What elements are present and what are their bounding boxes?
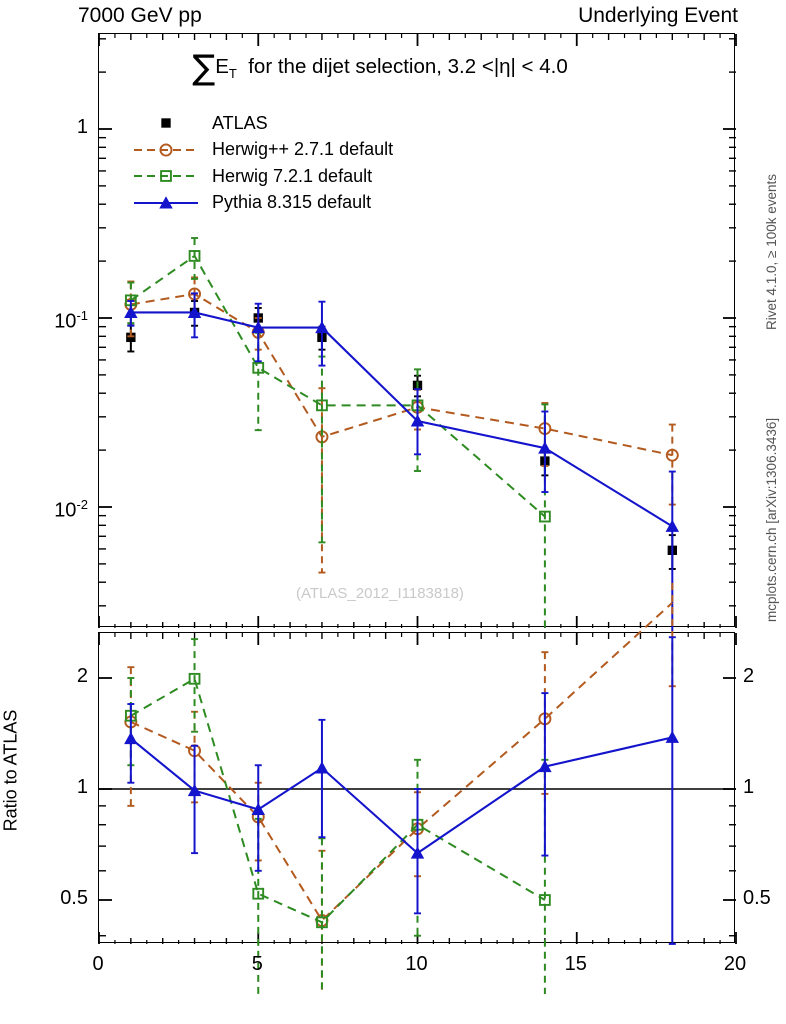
et-symbol: E — [215, 55, 229, 78]
main-marker-3-0 — [124, 305, 138, 318]
ratio-marker-2-0 — [124, 731, 138, 745]
main-series-1 — [124, 276, 679, 574]
et-subscript: T — [228, 66, 237, 82]
rivet-version-caption: Rivet 4.1.0, ≥ 100k events — [764, 174, 779, 330]
main-marker-3-3 — [315, 320, 329, 334]
legend-item-2: Herwig 7.2.1 default — [130, 163, 393, 190]
main-marker-3-6 — [665, 519, 680, 532]
main-marker-3-5 — [538, 441, 552, 454]
main-series-2 — [124, 237, 551, 678]
xtick-label-1: 5 — [251, 953, 263, 975]
xtick-label-3: 15 — [564, 953, 587, 975]
legend-key-herwig7-marker — [160, 170, 172, 183]
legend-key-atlas — [130, 112, 202, 134]
header-left-label: 7000 GeV pp — [78, 4, 202, 27]
main-marker-0-0 — [126, 332, 136, 343]
main-ytick-label-2: 10-2 — [54, 497, 88, 522]
header-right-label: Underlying Event — [578, 4, 738, 27]
ratio-plot-canvas — [98, 583, 737, 994]
main-ytick-label-1: 10-1 — [54, 308, 88, 333]
ratio-marker-2-6 — [665, 730, 680, 743]
header: 7000 GeV pp Underlying Event — [0, 2, 786, 32]
legend-key-herwig7 — [130, 165, 202, 187]
ratio-ytick-label-right-2: 0.5 — [743, 887, 771, 909]
main-marker-3-2 — [251, 320, 265, 334]
legend-label-2: Herwig 7.2.1 default — [212, 165, 373, 186]
ratio-line-1 — [130, 677, 546, 924]
main-plot-panel — [98, 33, 737, 678]
ratio-ytick-label-left-0: 2 — [76, 665, 88, 687]
legend-key-herwigpp-marker — [159, 143, 173, 157]
legend-item-1: Herwig++ 2.7.1 default — [130, 137, 393, 164]
legend: ATLAS Herwig++ 2.7.1 default Herwig 7.2.1 … — [130, 110, 393, 216]
main-line-3 — [130, 311, 673, 528]
main-line-1 — [130, 292, 673, 457]
ratio-marker-1-2 — [252, 887, 265, 900]
xtick-label-4: 20 — [723, 953, 747, 975]
ratio-marker-2-2 — [251, 802, 265, 815]
legend-label-1: Herwig++ 2.7.1 default — [212, 139, 394, 160]
legend-key-pythia-marker — [159, 196, 173, 209]
main-marker-3-4 — [410, 414, 425, 427]
plot-title: ∑ET for the dijet selection, 3.2 <|η| < … — [120, 48, 640, 88]
ratio-marker-2-5 — [538, 759, 552, 773]
ratio-marker-1-5 — [539, 894, 551, 906]
ratio-marker-2-3 — [315, 761, 329, 774]
ratio-axis-label: Ratio to ATLAS — [0, 709, 21, 832]
main-marker-2-1 — [188, 250, 201, 262]
main-marker-2-2 — [252, 361, 265, 374]
ratio-line-2 — [130, 736, 673, 855]
mcplots-caption: mcplots.cern.ch [arXiv:1306.3436] — [764, 417, 779, 622]
legend-key-pythia — [130, 192, 202, 214]
ratio-ytick-label-right-1: 1 — [743, 776, 755, 798]
analysis-id-watermark: (ATLAS_2012_I1183818) — [296, 585, 464, 602]
main-series-0 — [126, 300, 677, 570]
main-plot-canvas — [98, 34, 737, 678]
ratio-ytick-label-left-2: 0.5 — [60, 887, 88, 909]
ratio-ytick-label-right-0: 2 — [743, 665, 755, 687]
ratio-series-2 — [124, 636, 680, 945]
ratio-marker-1-3 — [316, 916, 328, 929]
xtick-label-2: 10 — [405, 953, 428, 975]
legend-label-3: Pythia 8.315 default — [212, 192, 372, 213]
legend-key-herwigpp — [130, 139, 202, 161]
main-line-2 — [130, 254, 546, 518]
main-marker-2-5 — [539, 510, 551, 523]
ratio-ytick-label-left-1: 1 — [76, 776, 88, 798]
ratio-plot-panel — [98, 583, 737, 994]
xtick-label-0: 0 — [92, 953, 104, 975]
main-series-3 — [124, 292, 680, 632]
plot-title-rest: for the dijet selection, 3.2 <|η| < 4.0 — [248, 55, 568, 78]
main-marker-3-1 — [187, 305, 202, 318]
sum-symbol: ∑ — [192, 48, 216, 88]
legend-item-3: Pythia 8.315 default — [130, 190, 393, 217]
main-marker-1-6 — [665, 448, 679, 462]
main-ytick-label-0: 1 — [76, 116, 88, 138]
main-marker-2-3 — [316, 399, 328, 412]
ratio-marker-1-1 — [188, 672, 201, 685]
ratio-marker-2-1 — [187, 783, 202, 797]
legend-label-0: ATLAS — [212, 112, 268, 133]
legend-item-0: ATLAS — [130, 110, 393, 137]
ratio-marker-2-4 — [410, 846, 425, 859]
ratio-line-0 — [130, 601, 673, 923]
legend-key-atlas-marker — [161, 118, 171, 128]
